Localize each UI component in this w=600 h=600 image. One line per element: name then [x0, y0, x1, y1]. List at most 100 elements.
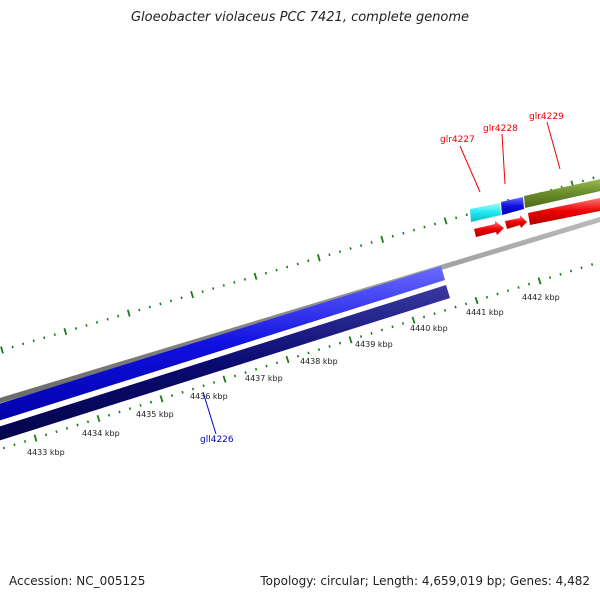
minor-tick: [2, 446, 6, 450]
major-tick: [537, 277, 542, 285]
minor-tick: [412, 228, 416, 232]
minor-tick: [370, 331, 373, 335]
minor-tick: [169, 299, 173, 303]
minor-tick: [454, 305, 457, 309]
axis-label: 4437 kbp: [245, 374, 283, 383]
minor-tick: [433, 312, 436, 316]
major-tick: [126, 309, 131, 317]
minor-tick: [286, 265, 289, 269]
minor-tick: [455, 216, 458, 220]
minor-tick: [592, 176, 595, 180]
major-tick: [348, 336, 353, 344]
minor-tick: [275, 268, 278, 272]
minor-tick: [506, 289, 510, 293]
minor-tick: [402, 231, 405, 235]
gene-glr4227-cyan: [470, 203, 501, 222]
minor-tick: [181, 390, 184, 394]
minor-tick: [590, 263, 594, 266]
minor-tick: [212, 381, 216, 384]
minor-tick: [117, 314, 120, 318]
minor-tick: [359, 335, 363, 338]
minor-tick: [107, 413, 111, 417]
major-tick: [222, 375, 227, 383]
minor-tick: [95, 320, 99, 324]
minor-tick: [296, 354, 300, 358]
minor-tick: [338, 341, 342, 345]
minor-tick: [222, 284, 225, 287]
minor-tick: [139, 404, 142, 407]
minor-tick: [233, 280, 236, 284]
accession-text: Accession: NC_005125: [9, 574, 146, 588]
minor-tick: [23, 440, 27, 443]
major-tick: [33, 434, 38, 442]
minor-tick: [580, 266, 583, 270]
gene-label-gll4226: gll4226: [200, 435, 234, 445]
label-leader-glr4227: [459, 145, 481, 193]
minor-tick: [307, 259, 310, 263]
minor-tick: [118, 410, 121, 414]
minor-tick: [11, 345, 14, 349]
minor-tick: [159, 302, 162, 306]
minor-tick: [233, 374, 237, 378]
minor-tick: [338, 250, 342, 254]
minor-tick: [55, 430, 58, 434]
label-leader-gll4226: [202, 391, 217, 435]
minor-tick: [148, 305, 151, 309]
minor-tick: [13, 443, 16, 447]
minor-tick: [496, 292, 499, 296]
major-tick: [96, 414, 101, 423]
minor-tick: [360, 244, 363, 247]
label-leader-glr4229: [546, 121, 561, 170]
minor-tick: [391, 234, 394, 238]
minor-tick: [32, 339, 35, 343]
minor-tick: [569, 269, 573, 273]
gene-glr4229-red: [528, 198, 600, 225]
minor-tick: [380, 328, 384, 332]
minor-tick: [22, 342, 25, 346]
minor-tick: [86, 420, 90, 424]
gene-glr4227-red: [474, 221, 504, 237]
minor-tick: [328, 345, 331, 348]
minor-tick: [328, 253, 331, 257]
minor-tick: [527, 282, 531, 286]
gene-label-glr4229: glr4229: [529, 112, 564, 122]
minor-tick: [465, 213, 468, 217]
minor-tick: [74, 327, 78, 330]
minor-tick: [265, 364, 268, 368]
minor-tick: [423, 225, 426, 229]
minor-tick: [254, 367, 258, 371]
gene-label-glr4228: glr4228: [483, 124, 518, 134]
minor-tick: [149, 400, 153, 404]
minor-tick: [443, 308, 447, 312]
minor-tick: [44, 433, 48, 437]
minor-tick: [391, 325, 394, 329]
minor-tick: [212, 287, 215, 290]
minor-tick: [401, 322, 405, 325]
minor-tick: [243, 277, 247, 281]
minor-tick: [370, 241, 373, 244]
axis-label: 4440 kbp: [410, 324, 448, 333]
minor-tick: [138, 308, 141, 312]
minor-tick: [106, 317, 109, 321]
major-tick: [63, 327, 68, 336]
minor-tick: [559, 272, 562, 276]
minor-tick: [65, 426, 69, 430]
gene-glr4228-red: [505, 215, 527, 229]
axis-label: 4434 kbp: [82, 429, 120, 438]
major-tick: [411, 316, 416, 324]
minor-tick: [464, 302, 468, 306]
axis-labels: 4433 kbp 4434 kbp 4435 kbp 4436 kbp 4437 kbp…: [27, 293, 560, 457]
gene-label-glr4227: glr4227: [440, 135, 475, 145]
minor-tick: [307, 351, 310, 355]
minor-tick: [170, 394, 174, 397]
minor-tick: [349, 247, 352, 250]
minor-tick: [128, 407, 132, 411]
minor-tick: [581, 179, 584, 183]
axis-label: 4436 kbp: [190, 392, 228, 401]
major-tick: [190, 291, 194, 299]
minor-tick: [433, 222, 437, 226]
minor-tick: [317, 348, 321, 352]
major-tick: [285, 355, 290, 364]
minor-tick: [548, 276, 552, 279]
gene-glr4228-blue: [501, 197, 524, 215]
